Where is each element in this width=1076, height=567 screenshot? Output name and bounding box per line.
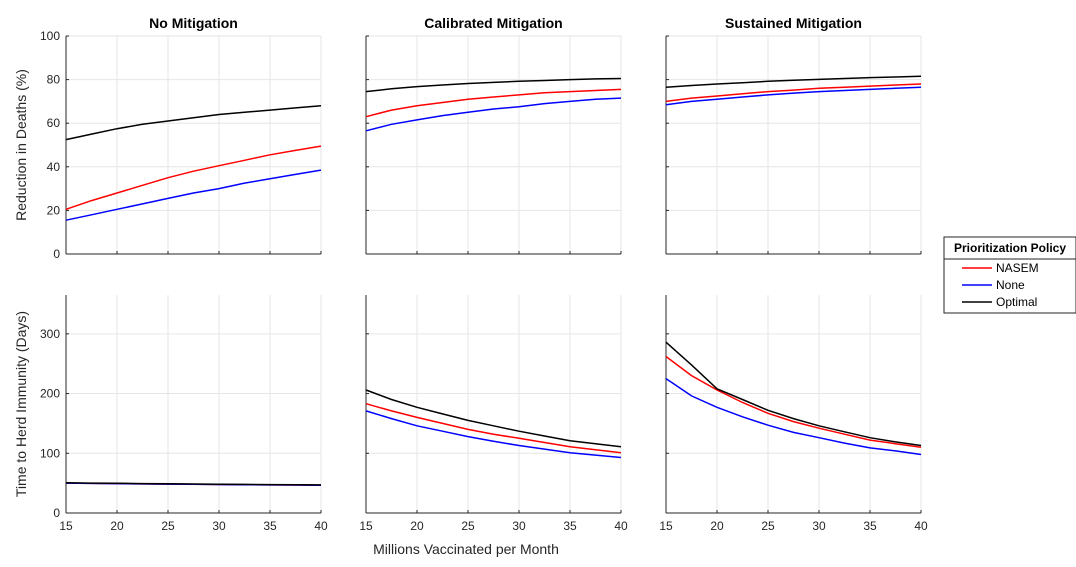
- y-tick-label: 200: [40, 387, 60, 401]
- series-line-nasem: [665, 83, 922, 103]
- series-line-optimal: [665, 75, 922, 88]
- x-tick-label: 20: [410, 519, 424, 533]
- panels-group: 0 20 40 60 80 100 No Mitigation Calibrated Miti…: [40, 15, 928, 533]
- y-tick-label: 60: [47, 116, 61, 130]
- y-axis-label-reduction-in-deaths: Reduction in Deaths (%): [13, 69, 29, 221]
- y-tick-label: 0: [53, 506, 60, 520]
- x-tick-label: 35: [563, 519, 577, 533]
- series-line-none: [365, 97, 622, 132]
- legend-label-optimal: Optimal: [996, 295, 1037, 309]
- series-line-none: [665, 86, 922, 106]
- y-axis-label-time-to-herd-immunity-days: Time to Herd Immunity (Days): [13, 311, 29, 497]
- x-tick-label: 25: [761, 519, 775, 533]
- panel-no-mitigation-row-2: 0 100 200 300 15 20 25 30 35 40: [40, 295, 328, 533]
- series-line-optimal: [65, 482, 322, 486]
- legend: Prioritization Policy NASEM None Optimal: [943, 236, 1076, 314]
- y-tick-label: 40: [47, 160, 61, 174]
- panel-title-no-mitigation: No Mitigation: [149, 15, 238, 31]
- x-tick-label: 30: [812, 519, 826, 533]
- x-axis-label: Millions Vaccinated per Month: [373, 541, 559, 557]
- x-tick-label: 40: [614, 519, 628, 533]
- series-line-none: [665, 377, 922, 456]
- y-tick-label: 100: [40, 446, 60, 460]
- panel-title-sustained-mitigation: Sustained Mitigation: [725, 15, 862, 31]
- series-line-nasem: [665, 355, 922, 449]
- y-tick-label: 80: [47, 73, 61, 87]
- series-line-nasem: [365, 402, 622, 454]
- series-line-optimal: [365, 77, 622, 93]
- x-tick-label: 40: [314, 519, 328, 533]
- legend-title: Prioritization Policy: [954, 241, 1066, 255]
- x-tick-label: 15: [659, 519, 673, 533]
- x-tick-label: 40: [914, 519, 928, 533]
- series-line-nasem: [365, 88, 622, 118]
- y-tick-label: 100: [40, 29, 60, 43]
- x-tick-label: 25: [461, 519, 475, 533]
- x-tick-label: 35: [863, 519, 877, 533]
- x-tick-label: 25: [161, 519, 175, 533]
- y-tick-label: 0: [53, 247, 60, 261]
- x-tick-label: 30: [512, 519, 526, 533]
- series-line-optimal: [365, 389, 622, 448]
- x-tick-label: 20: [710, 519, 724, 533]
- panel-sustained-mitigation-row-2: 15 20 25 30 35 40: [659, 295, 928, 533]
- panel-calibrated-mitigation-row-2: 15 20 25 30 35 40: [359, 295, 628, 533]
- panel-title-calibrated-mitigation: Calibrated Mitigation: [424, 15, 562, 31]
- series-line-none: [65, 169, 322, 221]
- y-tick-label: 300: [40, 327, 60, 341]
- legend-entries: NASEM None Optimal: [962, 261, 1039, 309]
- legend-label-nasem: NASEM: [996, 261, 1039, 275]
- panel-no-mitigation-row-1: 0 20 40 60 80 100 No Mitigation: [40, 15, 322, 261]
- x-tick-label: 15: [359, 519, 373, 533]
- legend-label-none: None: [996, 278, 1025, 292]
- series-line-nasem: [65, 145, 322, 211]
- y-tick-label: 20: [47, 203, 61, 217]
- series-line-none: [365, 410, 622, 459]
- x-tick-label: 35: [263, 519, 277, 533]
- panel-sustained-mitigation-row-1: Sustained Mitigation: [665, 15, 922, 255]
- series-line-optimal: [65, 105, 322, 141]
- x-tick-label: 20: [110, 519, 124, 533]
- panel-calibrated-mitigation-row-1: Calibrated Mitigation: [365, 15, 622, 255]
- y-axis-labels: Reduction in Deaths (%) Time to Herd Immu…: [13, 69, 29, 497]
- series-line-optimal: [665, 341, 922, 447]
- x-tick-label: 15: [59, 519, 73, 533]
- x-tick-label: 30: [212, 519, 226, 533]
